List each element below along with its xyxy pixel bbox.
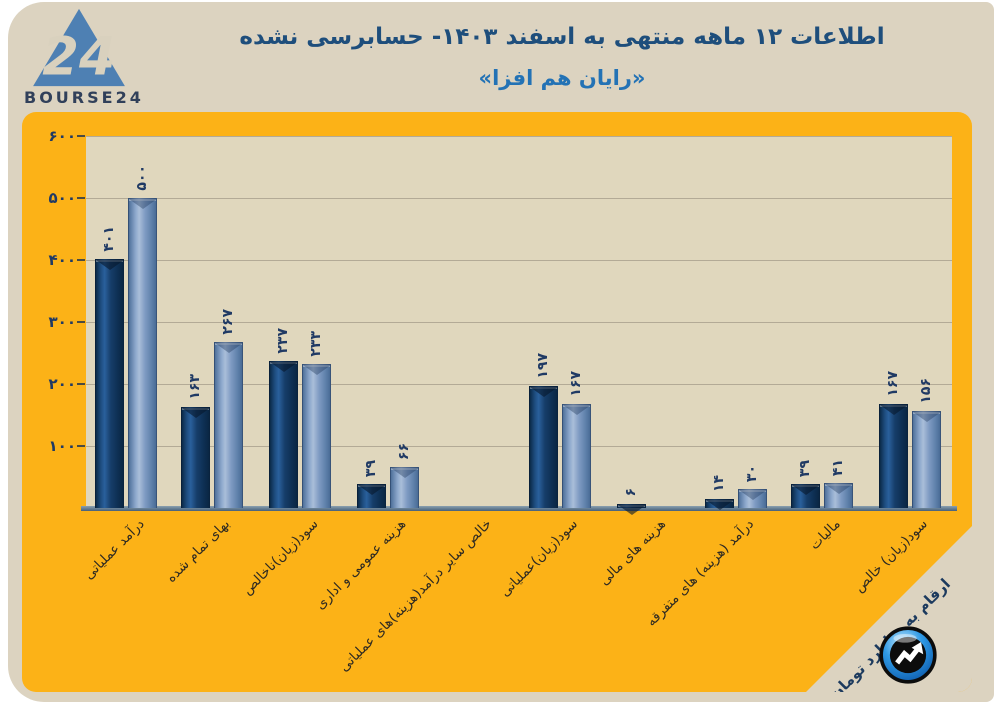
plot-area: ۴۰۱ ۵۰۰ ۱۶۳ ۲۶۷ ۲۳۷ ۲۳۳ ۳۹ ۶۶ ۱۹۷ ۱۶۷ ۶ ۱۴ ۳۰ ۳۹ ۴۱ ۱۶۷… [81,136,957,511]
bar-dark [529,386,558,508]
y-axis-tick-mark [77,383,85,385]
x-axis-category-label: هزینه عمومی و اداری [312,516,410,613]
gridline [86,136,952,137]
bar-light [562,404,591,508]
bar-light [302,364,331,508]
header-titles: اطلاعات ۱۲ ماهه منتهی به اسفند ۱۴۰۳- حسا… [140,24,984,90]
bar-value-label: ۳۹ [362,459,379,477]
chart-panel: ۴۰۱ ۵۰۰ ۱۶۳ ۲۶۷ ۲۳۷ ۲۳۳ ۳۹ ۶۶ ۱۹۷ ۱۶۷ ۶ ۱۴ ۳۰ ۳۹ ۴۱ ۱۶۷… [22,112,972,692]
bar-value-label: ۵۰۰ [133,165,150,191]
x-axis-category-label: مالیات [806,516,844,554]
chart-subtitle: «رایان هم افزا» [478,66,646,90]
trend-up-arrow-ball-icon [879,626,937,684]
bar-dark [181,407,210,508]
bar-dark [617,504,646,508]
bar-value-label: ۲۳۳ [307,331,324,357]
triangle-24-icon: 24 [33,8,125,87]
y-axis-tick-label: ۱۰۰ [48,437,76,455]
y-axis-tick-mark [77,321,85,323]
bar-value-label: ۱۹۷ [534,353,551,379]
bar-value-label: ۱۶۷ [567,371,584,397]
gridline [86,322,952,323]
x-axis-line [81,506,957,511]
bar-value-label: ۴۰۱ [100,226,117,252]
x-axis-category-label: خالص سایر درآمد(هزینه)های عملیاتی [336,516,496,675]
y-axis-tick-label: ۴۰۰ [48,251,76,269]
bar-value-label: ۳۹ [796,459,813,477]
x-axis-category-label: سود(زیان)عملیاتی [497,516,582,600]
bar-value-label: ۴۱ [829,458,846,476]
gridline [86,446,952,447]
x-axis-category-label: بهای تمام شده [163,516,234,586]
bar-value-label: ۲۶۷ [219,309,236,335]
bar-dark [791,484,820,508]
bar-value-label: ۳۰ [743,464,760,482]
logo-mark: 24 [42,26,115,87]
bar-light [128,198,157,508]
x-axis-category-label: هزینه های مالی [596,516,670,589]
gridline [86,384,952,385]
bar-dark [705,499,734,508]
y-axis-tick-mark [77,197,85,199]
bar-value-label: ۶۶ [395,442,412,460]
y-axis-tick-label: ۲۰۰ [48,375,76,393]
x-axis-category-label: سود(زیان)ناخالص [239,516,322,599]
y-axis-tick-label: ۶۰۰ [48,127,76,145]
bar-light [912,411,941,508]
bar-value-label: ۶ [622,488,639,497]
bourse24-logo: 24 BOURSE24 [24,6,144,112]
bar-light [824,483,853,508]
bar-value-label: ۲۳۷ [274,328,291,354]
logo-brand-text: BOURSE24 [24,88,144,107]
bar-light [738,489,767,508]
bar-dark [269,361,298,508]
bar-light [390,467,419,508]
chart-title: اطلاعات ۱۲ ماهه منتهی به اسفند ۱۴۰۳- حسا… [239,24,885,50]
bar-light [214,342,243,508]
gridline [86,260,952,261]
bar-value-label: ۱۵۶ [917,378,934,404]
y-axis-tick-mark [77,259,85,261]
y-axis-tick-label: ۳۰۰ [48,313,76,331]
y-axis-tick-mark [77,135,85,137]
bar-dark [879,404,908,508]
bar-dark [357,484,386,508]
x-axis-category-label: درآمد عملیاتی [80,516,148,583]
y-axis-tick-mark [77,445,85,447]
bar-value-label: ۱۴ [710,474,727,492]
y-axis-tick-label: ۵۰۰ [48,189,76,207]
bar-value-label: ۱۶۳ [186,374,203,400]
bar-dark [95,259,124,508]
gridline [86,198,952,199]
bar-value-label: ۱۶۷ [884,371,901,397]
